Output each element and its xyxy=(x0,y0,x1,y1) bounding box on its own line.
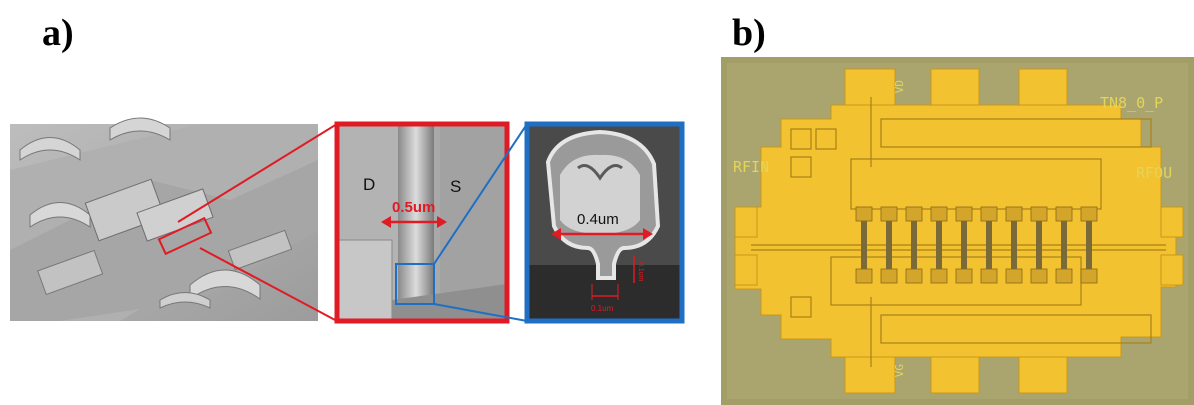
drain-label: D xyxy=(363,175,376,194)
gate-head-width-label: 0.4um xyxy=(577,211,619,228)
vg-pad-label: VG xyxy=(893,364,906,378)
gate-foot-width-label: 0.1um xyxy=(591,304,614,313)
panel-a-figure xyxy=(10,117,685,324)
sem-overview-image xyxy=(10,117,318,321)
chip-name-label: TN8_0_P xyxy=(1100,94,1164,112)
gate-length-label: 0.5um xyxy=(392,199,436,216)
gate-foot-height-label: 0.1um xyxy=(637,262,644,282)
zoom-line-top xyxy=(177,123,338,223)
rf-out-label: RFOU xyxy=(1136,164,1173,182)
mmic-chip-photo xyxy=(721,57,1194,405)
vd-pad-label: VD xyxy=(893,80,906,94)
gate-cross-section-image xyxy=(524,121,685,324)
source-label: S xyxy=(450,177,462,196)
panel-label-a: a) xyxy=(42,12,74,54)
zoom-line-bottom xyxy=(199,247,338,322)
cross-line-bottom xyxy=(433,303,528,322)
rf-in-label: RFIN xyxy=(733,158,770,176)
cross-line-top xyxy=(433,123,528,265)
panel-label-b: b) xyxy=(732,12,766,54)
sem-gate-zoom-image xyxy=(334,121,510,324)
